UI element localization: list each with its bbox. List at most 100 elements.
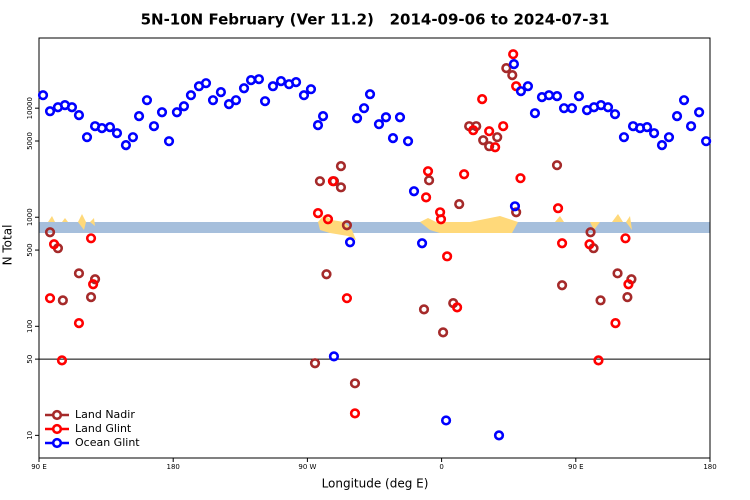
y-tick-label: 1000	[26, 208, 34, 226]
point	[508, 49, 519, 60]
point	[163, 136, 175, 147]
y-tick-label: 100	[26, 320, 34, 333]
point	[341, 220, 353, 231]
point	[141, 95, 153, 106]
point	[298, 90, 310, 101]
legend-label: Land Nadir	[75, 408, 135, 421]
point	[442, 251, 453, 262]
point	[120, 140, 132, 151]
point	[56, 355, 68, 366]
point	[394, 112, 406, 123]
point	[584, 239, 595, 250]
point	[610, 317, 621, 329]
point	[609, 109, 621, 120]
point	[602, 102, 614, 113]
point	[66, 102, 78, 113]
point	[73, 268, 85, 279]
point	[148, 121, 160, 132]
point	[380, 112, 392, 123]
point	[349, 408, 361, 419]
point	[312, 208, 324, 219]
point	[522, 81, 534, 92]
point	[89, 274, 101, 285]
point	[507, 70, 518, 81]
point	[44, 293, 56, 304]
point	[328, 351, 340, 362]
point	[641, 122, 653, 133]
point	[422, 166, 434, 177]
x-tick-label: 180	[167, 463, 180, 471]
point	[207, 95, 219, 106]
point	[501, 63, 512, 74]
point	[493, 430, 505, 441]
point	[543, 90, 555, 101]
point	[420, 192, 432, 203]
point	[373, 119, 385, 130]
point	[484, 141, 495, 152]
point	[558, 103, 570, 114]
point	[351, 113, 363, 124]
y-tick-label: 10	[26, 431, 34, 440]
point	[178, 101, 190, 112]
y-tick-label: 50	[26, 355, 34, 364]
point	[529, 108, 541, 119]
point	[171, 107, 183, 118]
point	[387, 133, 399, 144]
x-tick-label: 90 E	[31, 463, 47, 471]
point	[477, 94, 488, 105]
point	[515, 173, 526, 184]
point	[37, 90, 49, 101]
point	[551, 160, 563, 171]
point	[364, 89, 376, 100]
point	[48, 239, 60, 250]
point	[44, 227, 56, 238]
x-tick-label: 90 W	[298, 463, 316, 471]
point	[341, 293, 353, 304]
point	[478, 135, 489, 146]
point	[620, 233, 631, 244]
point	[85, 233, 97, 244]
point	[551, 91, 563, 102]
point	[349, 378, 361, 389]
point	[498, 121, 509, 132]
point	[556, 238, 568, 249]
y-tick-label: 10000	[26, 97, 34, 119]
point	[593, 355, 604, 366]
point	[267, 81, 279, 92]
point	[402, 136, 414, 147]
x-tick-label: 90 E	[568, 463, 584, 471]
land-mask	[48, 214, 632, 240]
point	[85, 292, 97, 303]
point	[245, 75, 257, 86]
plot-frame	[38, 37, 711, 459]
point	[156, 107, 168, 118]
point	[492, 132, 503, 143]
point	[200, 78, 212, 89]
point	[96, 123, 108, 134]
point	[309, 358, 321, 369]
point	[314, 176, 326, 187]
point	[566, 103, 578, 114]
point	[573, 91, 585, 102]
point	[618, 132, 630, 143]
y-tick-label: 5000	[26, 132, 34, 150]
point	[648, 128, 660, 139]
point	[104, 122, 116, 133]
legend-label: Ocean Glint	[75, 436, 140, 449]
point	[484, 126, 495, 137]
point	[253, 74, 265, 85]
point	[585, 227, 596, 238]
point	[312, 120, 324, 131]
point	[552, 203, 564, 214]
legend-marker	[51, 437, 63, 449]
point	[556, 280, 568, 291]
point	[327, 176, 338, 187]
point	[685, 121, 697, 132]
x-axis-label: Longitude (deg E)	[322, 477, 429, 491]
x-tick-label: 0	[439, 463, 443, 471]
point	[623, 279, 634, 290]
y-tick-label: 500	[26, 243, 34, 256]
point	[215, 87, 227, 98]
point	[88, 279, 99, 290]
